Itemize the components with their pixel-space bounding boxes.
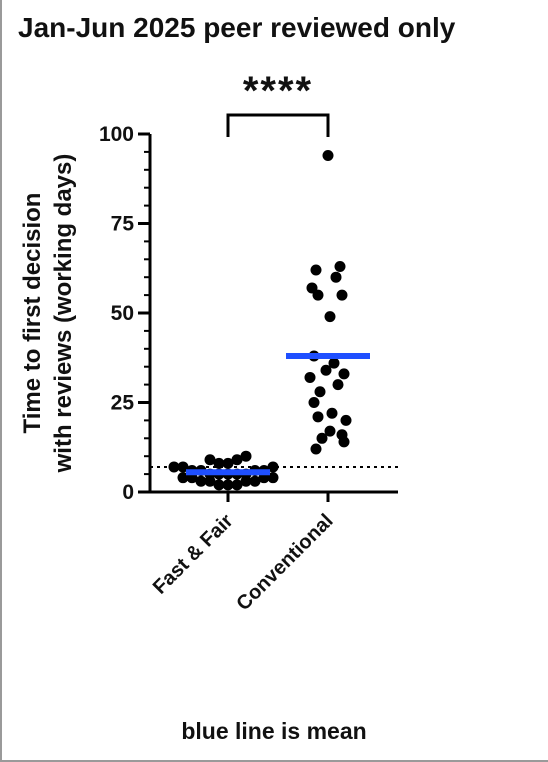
footer-note: blue line is mean — [181, 718, 367, 744]
data-point — [332, 379, 344, 391]
y-tick-label: 0 — [122, 481, 134, 504]
data-point — [195, 475, 207, 487]
y-tick-label: 25 — [111, 392, 135, 415]
data-point — [338, 368, 350, 380]
data-point — [324, 311, 336, 323]
data-point — [177, 472, 189, 484]
data-point — [322, 149, 334, 161]
data-point — [336, 289, 348, 301]
data-point — [340, 414, 352, 426]
data-point — [330, 271, 342, 283]
data-point — [213, 457, 225, 469]
data-point — [231, 454, 243, 466]
data-point — [304, 371, 316, 383]
data-point — [310, 264, 322, 276]
data-point — [204, 454, 216, 466]
data-point — [222, 479, 234, 491]
chart-title: Jan-Jun 2025 peer reviewed only — [18, 12, 456, 43]
data-point — [326, 407, 338, 419]
y-tick-label: 50 — [111, 302, 134, 325]
data-point — [320, 364, 332, 376]
data-point — [312, 411, 324, 423]
data-point — [249, 475, 261, 487]
data-point — [324, 425, 336, 437]
data-point — [334, 260, 346, 272]
data-point — [222, 457, 234, 469]
data-point — [267, 472, 279, 484]
x-category-label: Fast & Fair — [149, 510, 238, 599]
data-point — [328, 357, 340, 369]
data-point — [308, 397, 320, 408]
data-point — [231, 479, 243, 491]
significance-label: **** — [243, 69, 313, 113]
data-point — [177, 461, 189, 473]
data-point — [310, 443, 322, 455]
y-axis-title-line-2: with reviews (working days) — [50, 154, 77, 474]
data-point — [312, 289, 324, 301]
y-axis-title-line-1: Time to first decision — [19, 193, 46, 434]
significance-bracket — [226, 113, 330, 137]
x-category-label: Conventional — [232, 510, 337, 615]
data-point — [338, 436, 350, 448]
data-point — [168, 461, 180, 473]
data-point — [240, 450, 252, 462]
y-tick-label: 100 — [99, 123, 134, 146]
data-point — [316, 432, 328, 444]
data-point — [314, 386, 326, 398]
y-tick-label: 75 — [111, 213, 135, 236]
data-point — [213, 479, 225, 491]
data-point — [267, 461, 279, 473]
